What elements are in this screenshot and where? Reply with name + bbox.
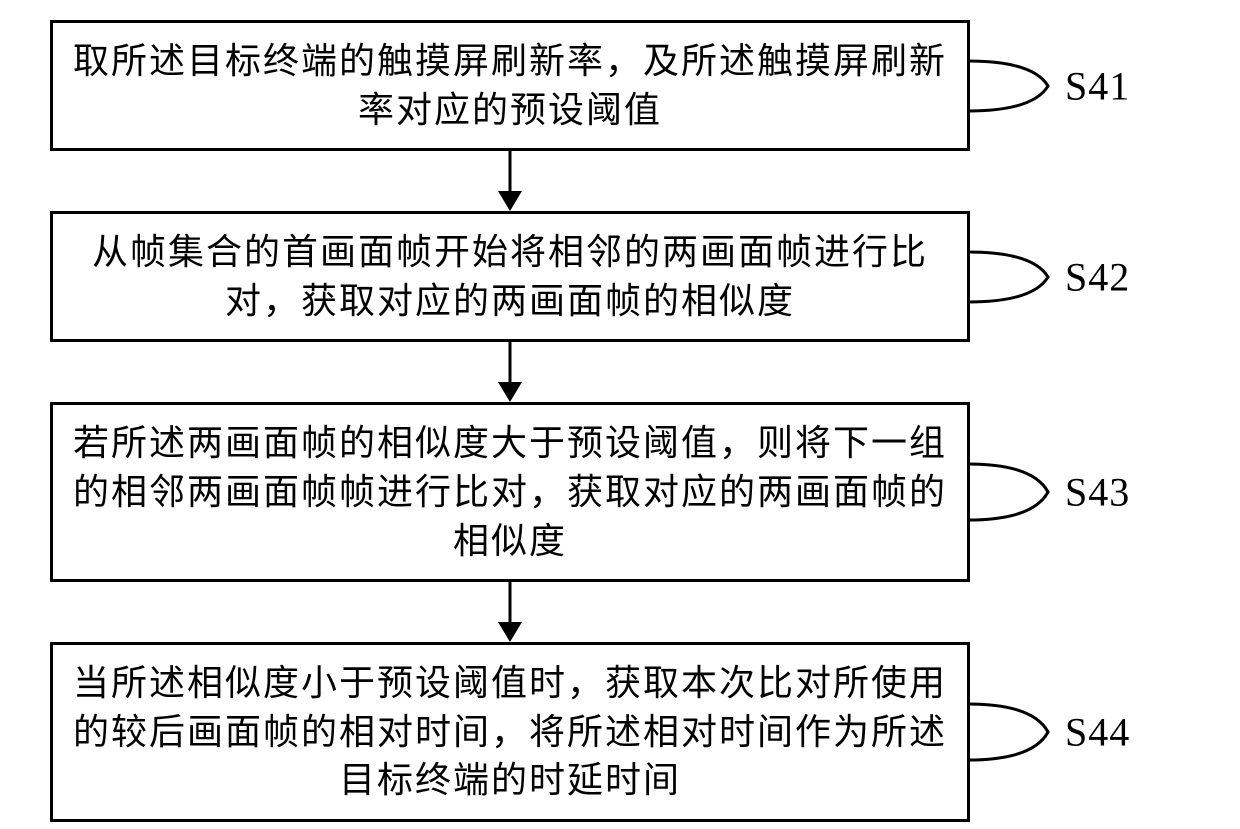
step-label: S44	[1065, 709, 1130, 756]
flow-step: 从帧集合的首画面帧开始将相邻的两画面帧进行比对，获取对应的两画面帧的相似度 S4…	[50, 211, 1190, 342]
step-label: S41	[1065, 62, 1130, 109]
arrow-gap	[50, 582, 970, 642]
arrow-down-icon	[490, 151, 530, 211]
flow-step: 取所述目标终端的触摸屏刷新率，及所述触摸屏刷新率对应的预设阈值 S41	[50, 20, 1190, 151]
connector-curve-icon	[968, 242, 1058, 312]
connector-curve-icon	[968, 452, 1058, 532]
flowchart-container: 取所述目标终端的触摸屏刷新率，及所述触摸屏刷新率对应的预设阈值 S41 从帧集合…	[50, 20, 1190, 822]
flow-node-s44: 当所述相似度小于预设阈值时，获取本次比对所使用的较后画面帧的相对时间，将所述相对…	[50, 642, 970, 822]
connector-curve-icon	[968, 51, 1058, 121]
arrow-down-icon	[490, 582, 530, 642]
flow-node-s42: 从帧集合的首画面帧开始将相邻的两画面帧进行比对，获取对应的两画面帧的相似度	[50, 211, 970, 342]
arrow-gap	[50, 151, 970, 211]
step-label: S43	[1065, 469, 1130, 516]
flow-node-s41: 取所述目标终端的触摸屏刷新率，及所述触摸屏刷新率对应的预设阈值	[50, 20, 970, 151]
node-text: 从帧集合的首画面帧开始将相邻的两画面帧进行比对，获取对应的两画面帧的相似度	[71, 228, 949, 325]
flow-step: 若所述两画面帧的相似度大于预设阈值，则将下一组的相邻两画面帧帧进行比对，获取对应…	[50, 402, 1190, 582]
flow-node-s43: 若所述两画面帧的相似度大于预设阈值，则将下一组的相邻两画面帧帧进行比对，获取对应…	[50, 402, 970, 582]
flow-step: 当所述相似度小于预设阈值时，获取本次比对所使用的较后画面帧的相对时间，将所述相对…	[50, 642, 1190, 822]
arrow-gap	[50, 342, 970, 402]
node-text: 当所述相似度小于预设阈值时，获取本次比对所使用的较后画面帧的相对时间，将所述相对…	[71, 659, 949, 805]
connector-curve-icon	[968, 692, 1058, 772]
node-text: 取所述目标终端的触摸屏刷新率，及所述触摸屏刷新率对应的预设阈值	[71, 37, 949, 134]
arrow-down-icon	[490, 342, 530, 402]
step-label: S42	[1065, 253, 1130, 300]
node-text: 若所述两画面帧的相似度大于预设阈值，则将下一组的相邻两画面帧帧进行比对，获取对应…	[71, 419, 949, 565]
